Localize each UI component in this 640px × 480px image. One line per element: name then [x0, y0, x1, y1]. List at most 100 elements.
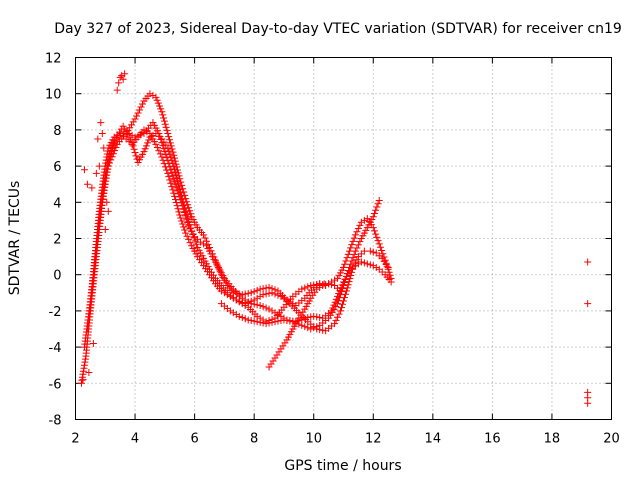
data-point	[268, 307, 276, 315]
data-point	[166, 139, 174, 147]
data-point	[331, 320, 339, 328]
grid	[75, 57, 612, 420]
data-point	[122, 128, 130, 136]
data-point	[232, 296, 240, 304]
data-point	[163, 126, 171, 134]
data-point	[104, 207, 112, 215]
data-point	[338, 288, 346, 296]
data-point	[173, 174, 181, 182]
data-point	[180, 205, 188, 213]
y-tick-label: 0	[53, 269, 61, 284]
data-point	[149, 131, 157, 139]
data-point	[158, 139, 166, 147]
data-point	[325, 280, 333, 288]
x-tick-label: 10	[305, 432, 322, 447]
data-point	[162, 151, 170, 159]
x-tick-label: 6	[190, 432, 198, 447]
data-point	[79, 376, 87, 384]
data-point	[345, 247, 353, 255]
data-point	[247, 317, 255, 325]
data-point	[341, 260, 349, 268]
data-point	[307, 325, 315, 333]
data-point	[112, 136, 120, 144]
data-point	[373, 203, 381, 211]
x-tick-labels: 2 4 6 8 10 12 14 16 18 20	[71, 432, 619, 447]
data-point	[159, 142, 167, 150]
data-point	[341, 276, 349, 284]
data-point	[172, 171, 180, 179]
data-point	[310, 324, 318, 332]
data-point	[384, 263, 392, 271]
data-point	[244, 289, 252, 297]
data-point	[134, 109, 142, 117]
data-point	[177, 214, 185, 222]
data-point	[262, 284, 270, 292]
plot-frame	[75, 57, 612, 420]
data-point	[289, 318, 297, 326]
data-point	[165, 147, 173, 155]
data-point	[326, 311, 334, 319]
data-point	[171, 192, 179, 200]
data-point	[370, 227, 378, 235]
data-point	[256, 301, 264, 309]
data-point	[360, 247, 368, 255]
data-point	[190, 234, 198, 242]
data-point	[584, 399, 592, 407]
data-point	[584, 300, 592, 308]
data-point	[274, 291, 282, 299]
data-point	[319, 326, 327, 334]
data-point	[187, 210, 195, 218]
data-point	[183, 232, 191, 240]
data-point	[145, 136, 153, 144]
data-point	[334, 313, 342, 321]
data-point	[201, 234, 209, 242]
data-point	[175, 208, 183, 216]
data-point	[351, 231, 359, 239]
data-point	[170, 151, 178, 159]
data-point	[183, 215, 191, 223]
data-point	[132, 152, 140, 160]
data-point	[178, 199, 186, 207]
data-point	[92, 169, 100, 177]
data-point	[160, 145, 168, 153]
data-point	[125, 130, 133, 138]
data-point	[180, 223, 188, 231]
data-point	[271, 309, 279, 317]
data-point	[170, 189, 178, 197]
x-tick-label: 18	[544, 432, 561, 447]
data-point	[356, 221, 364, 229]
data-point	[351, 247, 359, 255]
data-point	[126, 124, 134, 132]
data-point	[259, 285, 267, 293]
data-point	[307, 282, 315, 290]
data-point	[161, 148, 169, 156]
data-point	[163, 154, 171, 162]
data-point	[165, 160, 173, 168]
data-point	[161, 120, 169, 128]
data-point	[376, 243, 384, 251]
data-point	[173, 184, 181, 192]
data-point	[387, 278, 395, 286]
axis-ticks	[75, 57, 612, 420]
data-point	[343, 269, 351, 277]
data-point	[129, 142, 137, 150]
data-point	[353, 228, 361, 236]
data-point	[337, 287, 345, 295]
data-point	[165, 133, 173, 141]
data-point	[158, 108, 166, 116]
data-point	[127, 121, 135, 129]
data-point	[262, 304, 270, 312]
data-point	[379, 250, 387, 258]
data-point	[347, 260, 355, 268]
data-point	[170, 162, 178, 170]
data-point	[304, 324, 312, 332]
data-point	[342, 257, 350, 265]
data-point	[164, 169, 172, 177]
data-point	[100, 144, 108, 152]
data-point	[256, 285, 264, 293]
y-tick-label: 6	[53, 160, 61, 175]
data-point	[146, 133, 154, 141]
data-point	[363, 260, 371, 268]
data-point	[332, 316, 340, 324]
data-point	[241, 315, 249, 323]
